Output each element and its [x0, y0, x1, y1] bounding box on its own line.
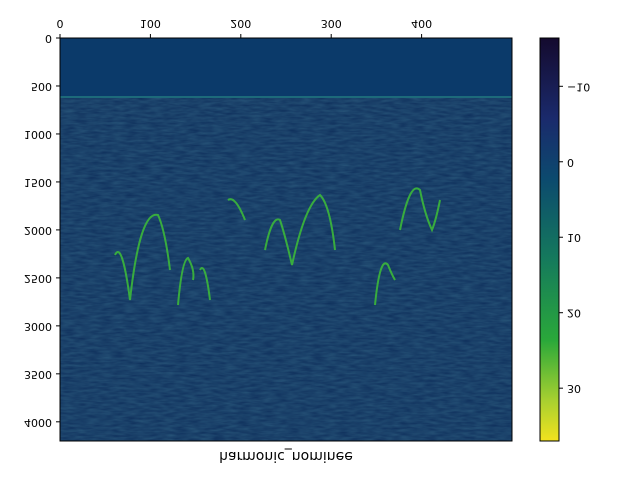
y-tick-label: 2000	[24, 224, 52, 237]
colorbar	[539, 37, 560, 442]
colorbar-tick-label: 20	[567, 307, 581, 320]
colorbar-tick-label: −10	[567, 80, 590, 93]
x-tick-label: 300	[321, 17, 342, 30]
heatmap-image	[60, 38, 512, 441]
colorbar-tick-label: 0	[567, 156, 574, 169]
y-tick-label: 3500	[24, 368, 52, 381]
x-tick-label: 100	[140, 17, 161, 30]
plot-frame	[59, 37, 513, 442]
y-tick-label: 2500	[24, 272, 52, 285]
x-tick-label: 0	[57, 17, 64, 30]
y-tick-label: 0	[45, 32, 52, 45]
y-tick-label: 1000	[24, 128, 52, 141]
x-tick-label: 400	[411, 17, 432, 30]
x-tick-label: 200	[230, 17, 251, 30]
y-tick-label: 3000	[24, 320, 52, 333]
colorbar-tick-label: 30	[567, 382, 581, 395]
y-tick-label: 1500	[24, 176, 52, 189]
x-axis-label: harmonic_nominee	[219, 448, 353, 464]
y-tick-label: 500	[31, 80, 52, 93]
colorbar-tick-label: 10	[567, 231, 581, 244]
y-tick-label: 4000	[24, 416, 52, 429]
